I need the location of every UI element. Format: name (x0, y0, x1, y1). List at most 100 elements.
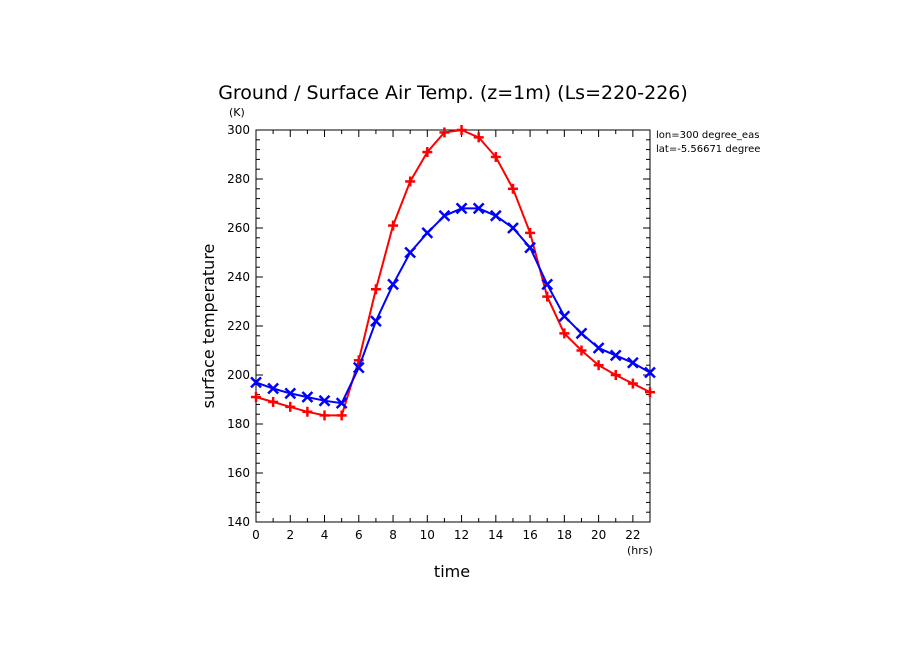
x-tick-label-11: 22 (625, 528, 640, 542)
series-0-line (255, 128, 651, 417)
series-1-point-6 (352, 361, 365, 374)
series-1-point-22 (626, 356, 639, 369)
x-marker-b (524, 241, 536, 254)
series-1-point-17 (541, 278, 554, 291)
series-1-point-23 (644, 366, 656, 379)
x-marker-b (644, 366, 656, 379)
x-tick-label-8: 16 (522, 528, 537, 542)
x-marker-b (387, 278, 399, 291)
y-tick-label-1: 160 (227, 466, 250, 480)
x-marker-b (507, 222, 519, 234)
series-1-point-21 (609, 349, 622, 362)
x-marker-b (352, 361, 365, 374)
x-marker-b (558, 310, 571, 323)
series-0-point-11 (439, 127, 450, 138)
y-tick-label-3: 200 (227, 368, 250, 382)
y-tick-label-4: 220 (227, 319, 250, 333)
series-0-point-7 (370, 284, 381, 295)
series-1-point-3 (301, 391, 314, 403)
x-marker-b (609, 349, 622, 362)
x-marker-b (318, 394, 331, 407)
series-0-point-4 (319, 410, 330, 421)
y-tick-label-2: 180 (227, 417, 250, 431)
x-tick-label-2: 4 (321, 528, 329, 542)
y-axis: 140 160 180 200 220 240 260 280 300 (227, 123, 650, 529)
x-marker-b (472, 202, 485, 215)
y-tick-label-6: 260 (227, 221, 250, 235)
series-0-point-2 (285, 401, 296, 412)
series-1-point-12 (455, 202, 468, 215)
x-marker-b (370, 315, 382, 327)
series-0-point-16 (525, 227, 536, 238)
chart-title: Ground / Surface Air Temp. (z=1m) (Ls=22… (218, 82, 688, 104)
series-0-point-19 (576, 345, 587, 356)
series-0-point-15 (507, 183, 518, 194)
x-unit-label: (hrs) (627, 544, 653, 557)
plot-frame (255, 129, 651, 523)
y-tick-label-0: 140 (227, 515, 250, 529)
series-1-point-18 (558, 310, 571, 323)
x-tick-label-4: 8 (389, 528, 397, 542)
x-tick-label-7: 14 (488, 528, 503, 542)
annotation-lat: lat=-5.56671 degree (656, 144, 760, 155)
y-tick-label-5: 240 (227, 270, 250, 284)
series-1-point-2 (284, 387, 297, 400)
series-1-point-15 (507, 222, 519, 234)
series-0-point-3 (302, 406, 313, 417)
y-tick-label-8: 300 (227, 123, 250, 137)
series-0-point-8 (388, 220, 399, 231)
y-unit-label: (K) (229, 106, 245, 119)
series-1-point-4 (318, 394, 331, 407)
x-marker-b (489, 209, 502, 222)
series-0-point-17 (542, 291, 553, 302)
series-1-point-7 (370, 315, 382, 327)
series-0-point-18 (559, 328, 570, 339)
series-1-point-9 (404, 246, 417, 259)
x-marker-b (404, 246, 417, 259)
series-1-point-1 (267, 382, 280, 395)
x-marker-b (438, 209, 451, 222)
series-1-point-0 (250, 376, 262, 389)
x-marker-b (575, 327, 588, 340)
x-marker-b (421, 227, 434, 239)
x-marker-b (267, 382, 280, 395)
series-1-point-8 (387, 278, 399, 291)
series-layer (250, 125, 656, 421)
series-0-point-0 (251, 392, 261, 403)
series-0-point-21 (610, 370, 621, 380)
series-0-point-22 (627, 378, 638, 389)
x-marker-b (541, 278, 554, 291)
series-1-point-10 (421, 227, 434, 239)
series-0-point-23 (645, 387, 655, 398)
y-tick-label-7: 280 (227, 172, 250, 186)
series-1-line (255, 207, 651, 405)
series-1-point-19 (575, 327, 588, 340)
series-0-point-12 (456, 125, 467, 135)
x-tick-label-5: 10 (420, 528, 435, 542)
x-marker-b (284, 387, 297, 400)
x-tick-label-9: 18 (557, 528, 572, 542)
x-tick-label-0: 0 (252, 528, 260, 542)
x-marker-b (455, 202, 468, 215)
series-1-point-5 (335, 397, 348, 410)
series-1-point-13 (472, 202, 485, 215)
series-0-point-5 (336, 410, 347, 421)
y-axis-label: surface temperature (199, 244, 218, 409)
series-1-point-20 (592, 342, 605, 354)
x-tick-label-10: 20 (591, 528, 606, 542)
series-1-point-16 (524, 241, 536, 254)
x-marker-b (301, 391, 314, 403)
x-axis: 0 2 4 6 8 10 12 14 16 18 20 22 (252, 130, 641, 542)
series-0-point-10 (422, 147, 433, 158)
series-1-point-14 (489, 209, 502, 222)
series-1-point-11 (438, 209, 451, 222)
series-0-point-1 (268, 396, 279, 407)
series-0-point-13 (473, 132, 484, 143)
x-marker-b (335, 397, 348, 410)
annotation-lon: lon=300 degree_eas (656, 130, 759, 141)
x-marker-b (250, 376, 262, 389)
series-0-point-14 (490, 151, 501, 162)
x-marker-b (626, 356, 639, 369)
series-0-point-20 (593, 360, 604, 371)
